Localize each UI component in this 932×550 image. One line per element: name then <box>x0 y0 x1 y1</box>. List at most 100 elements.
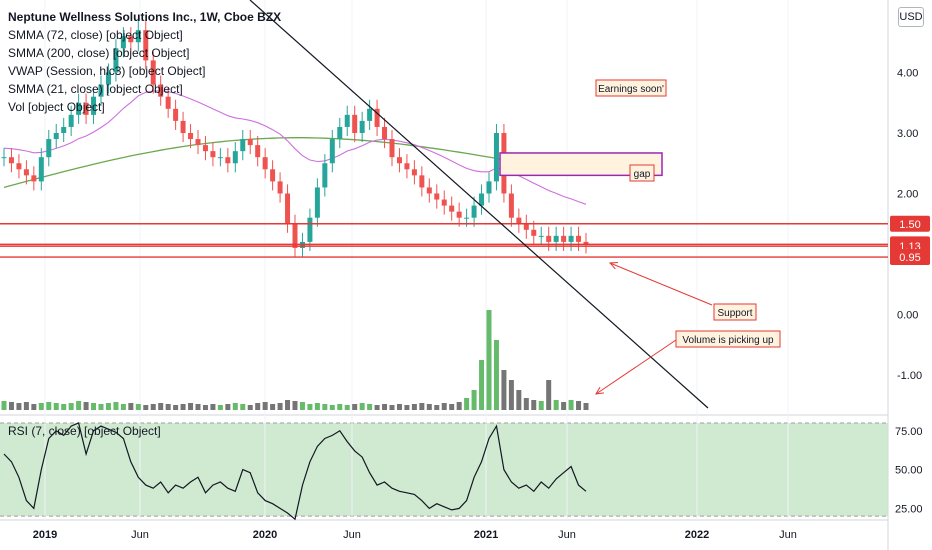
legend-smma21[interactable]: SMMA (21, close) [object Object] <box>8 82 183 96</box>
volume-bar <box>374 405 380 410</box>
volume-bar <box>352 404 358 410</box>
candle-body <box>180 120 186 133</box>
candle-body <box>158 84 164 97</box>
candle-body <box>23 169 29 176</box>
time-tick-label: Jun <box>558 529 576 541</box>
volume-bar <box>23 402 29 410</box>
candle-body <box>389 139 395 158</box>
time-tick-label: 2022 <box>685 529 709 541</box>
candle-body <box>561 235 567 242</box>
volume-bar <box>561 402 567 410</box>
candle-body <box>98 84 104 97</box>
candle-body <box>217 157 223 159</box>
volume-bar <box>501 370 507 410</box>
candle-body <box>576 235 582 242</box>
candle-body <box>538 235 544 237</box>
volume-bar <box>240 404 246 410</box>
volume-bar <box>143 405 149 410</box>
support-arrow-head <box>608 262 619 270</box>
candle-body <box>508 193 514 218</box>
candle-body <box>456 211 462 218</box>
volume-bar <box>262 402 268 410</box>
candle-body <box>464 217 470 219</box>
volume-bar <box>508 380 514 410</box>
legend-smma72[interactable]: SMMA (72, close) [object Object] <box>8 28 183 42</box>
candle-body <box>262 157 268 170</box>
candle-body <box>150 60 156 85</box>
candle-body <box>471 205 477 218</box>
candle-body <box>128 36 134 43</box>
candle-body <box>8 157 14 164</box>
volume-bar <box>531 400 537 410</box>
volume-bar <box>113 402 119 410</box>
price-tick-label: 3.00 <box>897 128 918 140</box>
currency-button[interactable]: USD <box>898 7 924 27</box>
volume-bar <box>576 401 582 410</box>
rsi-tick-label: 50.00 <box>895 465 923 477</box>
volume-bar <box>8 402 14 410</box>
volume-bar <box>247 405 253 410</box>
legend-smma200[interactable]: SMMA (200, close) [object Object] <box>8 46 190 60</box>
candle-body <box>46 139 52 158</box>
candle-body <box>352 114 358 133</box>
candle-body <box>61 126 67 133</box>
volume-bar <box>464 398 470 410</box>
volume-bar <box>76 401 82 410</box>
rsi-line <box>3 422 587 521</box>
candle-body <box>165 96 171 109</box>
volume-bar <box>255 403 261 410</box>
volume-bar <box>46 402 52 410</box>
rsi-band <box>0 423 888 517</box>
volume-bar <box>53 403 59 410</box>
candle-body <box>188 133 194 140</box>
candle-body <box>546 235 552 242</box>
volume-note: Volume is picking up <box>682 335 774 346</box>
candle-body <box>195 139 201 146</box>
volume-bar <box>150 404 156 410</box>
candle-body <box>426 187 432 194</box>
candle-body <box>419 175 425 188</box>
candle-body <box>396 157 402 164</box>
price-label-bg <box>890 215 930 232</box>
volume-bar <box>292 401 298 410</box>
volume-bar <box>195 404 201 410</box>
rsi-tick-label: 25.00 <box>895 503 923 515</box>
volume-bar <box>173 405 179 410</box>
price-tick-label: -1.00 <box>897 370 922 382</box>
volume-arrow-head <box>595 386 604 395</box>
volume-bar <box>61 404 67 410</box>
candle-body <box>404 163 410 170</box>
candle-body <box>531 229 537 236</box>
candle-body <box>225 157 231 164</box>
candle-body <box>322 163 328 188</box>
candle-body <box>359 120 365 133</box>
volume-bar <box>434 405 440 410</box>
volume-bar <box>31 404 37 410</box>
candle-body <box>553 235 559 242</box>
volume-bar <box>135 404 141 410</box>
candle-body <box>441 199 447 206</box>
volume-bar <box>16 403 22 410</box>
smma200-line <box>3 137 587 189</box>
volume-bar <box>128 403 134 410</box>
time-tick-label: 2021 <box>474 529 498 541</box>
candle-body <box>202 145 208 152</box>
volume-bar <box>68 403 74 410</box>
symbol-title[interactable]: Neptune Wellness Solutions Inc., 1W, Cbo… <box>8 10 282 24</box>
rsi-legend[interactable]: RSI (7, close) [object Object] <box>8 424 161 438</box>
price-label: 0.95 <box>899 252 920 264</box>
volume-bar <box>307 404 313 410</box>
volume-bar <box>38 403 44 410</box>
candle-body <box>113 48 119 73</box>
candle-body <box>583 241 589 245</box>
volume-bar <box>232 403 238 410</box>
legend-vwap[interactable]: VWAP (Session, hlc3) [object Object] <box>8 64 206 78</box>
candle-body <box>1 157 7 159</box>
volume-bar <box>426 404 432 410</box>
volume-bar <box>516 390 522 410</box>
legend-volume[interactable]: Vol [object Object] <box>8 100 105 114</box>
volume-bar <box>225 404 231 410</box>
candle-body <box>232 151 238 164</box>
gap-note-box <box>629 164 655 182</box>
